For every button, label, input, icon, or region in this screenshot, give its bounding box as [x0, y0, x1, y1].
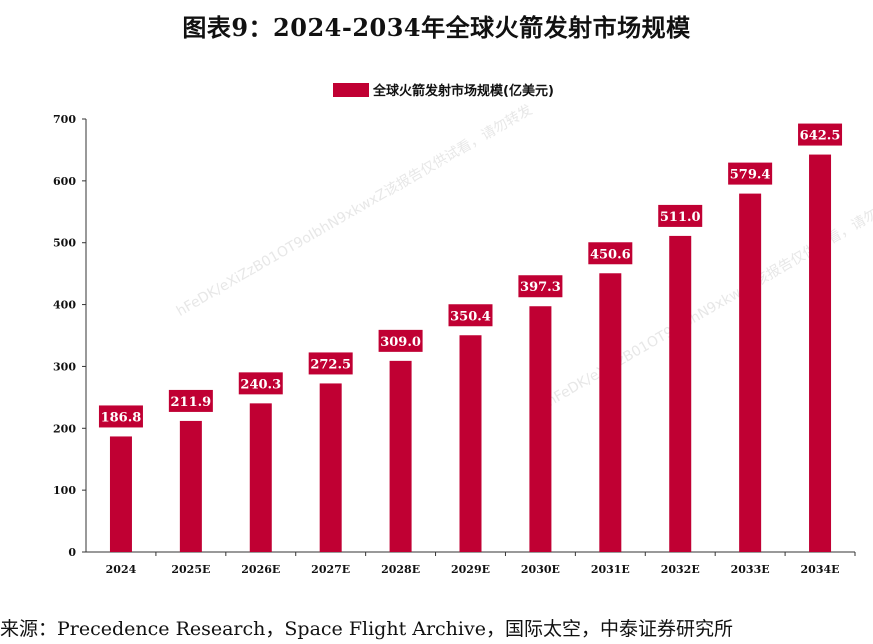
data-label-box [588, 242, 633, 265]
legend: 全球火箭发射市场规模(亿美元) [333, 80, 554, 99]
bar [599, 273, 622, 552]
data-label: 511.0 [660, 210, 701, 225]
bar [529, 306, 552, 552]
data-label-box [518, 275, 563, 298]
x-tick-label: 2032E [661, 563, 700, 576]
data-label: 642.5 [800, 129, 841, 144]
data-label-box [378, 329, 423, 352]
x-tick-label: 2027E [311, 563, 350, 576]
data-label: 272.5 [310, 357, 351, 372]
bar [459, 335, 482, 552]
source-note: 来源：Precedence Research，Space Flight Arch… [0, 618, 733, 640]
data-label: 350.4 [450, 309, 491, 324]
legend-swatch [333, 82, 369, 97]
data-label-box [728, 162, 773, 185]
chart-title: 图表9：2024-2034年全球火箭发射市场规模 [182, 13, 691, 42]
y-tick-label: 400 [53, 299, 76, 312]
y-tick-label: 300 [53, 360, 76, 373]
bar [249, 403, 272, 552]
y-tick-label: 200 [53, 422, 76, 435]
data-label: 579.4 [730, 168, 771, 183]
data-label: 450.6 [590, 247, 631, 262]
x-tick-label: 2033E [731, 563, 770, 576]
data-label-box [98, 405, 143, 428]
x-tick-label: 2026E [241, 563, 280, 576]
bar [739, 193, 762, 552]
y-tick-label: 600 [53, 175, 76, 188]
data-label-box [238, 372, 283, 395]
x-tick-label: 2031E [591, 563, 630, 576]
data-label: 240.3 [240, 377, 281, 392]
bar [109, 436, 132, 552]
y-tick-label: 500 [53, 237, 76, 250]
bar [669, 235, 692, 552]
x-tick-label: 2024 [106, 563, 137, 576]
legend-label: 全球火箭发射市场规模(亿美元) [373, 84, 554, 99]
y-tick-label: 0 [68, 546, 76, 559]
bar [389, 360, 412, 552]
data-label: 186.8 [101, 410, 142, 425]
data-label-box [168, 389, 213, 412]
data-label: 309.0 [380, 335, 421, 350]
bar [319, 383, 342, 552]
data-label: 211.9 [171, 395, 212, 410]
data-label-box [658, 204, 703, 227]
data-label-box [448, 304, 493, 327]
x-tick-label: 2034E [801, 563, 840, 576]
y-tick-label: 700 [53, 113, 76, 126]
bar-chart: 0 100 200 300 400 500 600 700 186.8 2024 211.9 2025… [53, 113, 856, 576]
data-label: 397.3 [520, 280, 561, 295]
bar [179, 420, 202, 552]
y-tick-label: 100 [53, 484, 76, 497]
data-label-box [798, 123, 843, 146]
data-label-box [308, 352, 353, 375]
x-tick-label: 2025E [171, 563, 210, 576]
bar [809, 154, 832, 552]
x-tick-label: 2030E [521, 563, 560, 576]
x-tick-label: 2028E [381, 563, 420, 576]
x-tick-label: 2029E [451, 563, 490, 576]
